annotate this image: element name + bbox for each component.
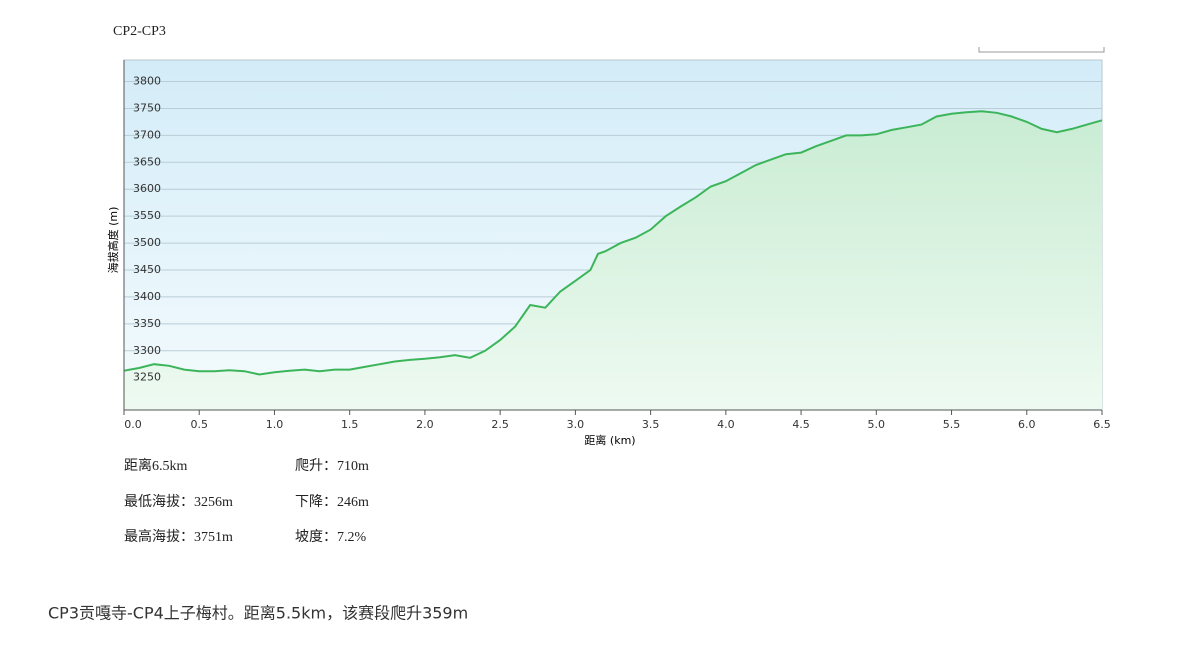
x-tick-label: 0.5 <box>190 418 208 431</box>
y-tick-label: 3500 <box>133 236 161 249</box>
y-tick-label: 3400 <box>133 290 161 303</box>
y-tick-label: 3450 <box>133 263 161 276</box>
x-tick-label: 4.5 <box>792 418 810 431</box>
stat: 最高海拔：3751m <box>124 528 233 545</box>
x-tick-label: 6.5 <box>1093 418 1111 431</box>
x-tick-label: 3.0 <box>567 418 585 431</box>
x-tick-label: 1.5 <box>341 418 359 431</box>
y-tick-label: 3300 <box>133 344 161 357</box>
scroll-bar <box>978 47 1105 53</box>
x-tick-label: 1.0 <box>266 418 284 431</box>
y-tick-label: 3700 <box>133 128 161 141</box>
x-tick-label: 3.5 <box>642 418 660 431</box>
y-axis-label: 海拔高度 (m) <box>106 207 120 274</box>
y-tick-label: 3250 <box>133 371 161 384</box>
x-tick-label: 5.0 <box>868 418 886 431</box>
y-tick-label: 3800 <box>133 75 161 88</box>
x-tick-label: 2.0 <box>416 418 434 431</box>
y-tick-label: 3650 <box>133 155 161 168</box>
stat: 距离6.5km <box>124 457 187 474</box>
stat: 下降：246m <box>295 494 369 510</box>
y-tick-label: 3350 <box>133 317 161 330</box>
area <box>124 111 1102 410</box>
x-tick-label: 5.5 <box>943 418 961 431</box>
footer-text: CP3贡嘎寺-CP4上子梅村。距离5.5km，该赛段爬升359m <box>48 604 468 623</box>
y-tick-label: 3750 <box>133 101 161 114</box>
y-tick-label: 3550 <box>133 209 161 222</box>
x-tick-label: 2.5 <box>491 418 509 431</box>
stat: 最低海拔：3256m <box>124 494 233 510</box>
stat: 爬升：710m <box>295 458 369 474</box>
x-tick-label: 0.0 <box>124 418 142 431</box>
elevation-line <box>123 110 1103 376</box>
chart-title: CP2-CP3 <box>113 24 166 39</box>
x-tick-label: 4.0 <box>717 418 735 431</box>
stat: 坡度：7.2% <box>295 529 366 545</box>
x-axis-label: 距离 (km) <box>584 433 635 447</box>
x-tick-label: 6.0 <box>1018 418 1036 431</box>
y-tick-label: 3600 <box>133 182 161 195</box>
